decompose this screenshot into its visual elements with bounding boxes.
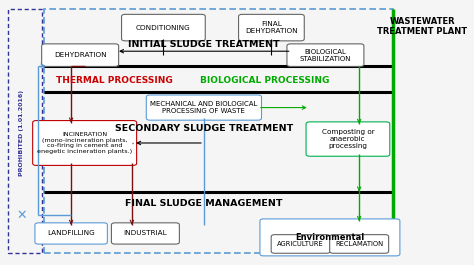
Bar [8,9,42,253]
FancyBboxPatch shape [238,14,304,41]
FancyBboxPatch shape [306,122,390,156]
FancyBboxPatch shape [146,95,262,120]
Text: INDUSTRIAL: INDUSTRIAL [124,231,167,236]
FancyBboxPatch shape [271,235,330,253]
Text: LANDFILLING: LANDFILLING [47,231,95,236]
Text: BIOLOGICAL PROCESSING: BIOLOGICAL PROCESSING [200,76,329,85]
Text: INCINERATION
(mono-incineration plants,
co-firing in cement and
enegetic inciner: INCINERATION (mono-incineration plants, … [37,132,132,154]
Text: Composting or
anaerobic
processing: Composting or anaerobic processing [321,129,374,149]
Text: MECHANICAL AND BIOLOGICAL
PROCESSING OF WASTE: MECHANICAL AND BIOLOGICAL PROCESSING OF … [150,101,257,114]
Text: WASTEWATER
TREATMENT PLANT: WASTEWATER TREATMENT PLANT [377,17,467,36]
FancyBboxPatch shape [35,223,108,244]
FancyBboxPatch shape [121,14,205,41]
Text: RECLAMATION: RECLAMATION [335,241,383,247]
Text: SECONDARY SLUDGE TREATMENT: SECONDARY SLUDGE TREATMENT [115,124,293,133]
Text: ✕: ✕ [16,209,27,222]
FancyBboxPatch shape [287,44,364,67]
Text: AGRICULTURE: AGRICULTURE [277,241,324,247]
Text: BIOLOGICAL
STABILIZATION: BIOLOGICAL STABILIZATION [300,49,351,62]
Text: CONDITIONING: CONDITIONING [136,25,191,31]
FancyBboxPatch shape [330,235,389,253]
FancyBboxPatch shape [33,121,137,165]
Text: FINAL SLUDGE MANAGEMENT: FINAL SLUDGE MANAGEMENT [125,199,283,208]
FancyBboxPatch shape [42,44,118,67]
Text: PROHIBITED (1.01.2016): PROHIBITED (1.01.2016) [18,90,24,175]
FancyBboxPatch shape [111,223,179,244]
Text: Environmental: Environmental [295,233,365,242]
Bar [44,9,393,253]
FancyBboxPatch shape [260,219,400,256]
Text: DEHYDRATION: DEHYDRATION [54,52,107,58]
Text: FINAL
DEHYDRATION: FINAL DEHYDRATION [245,21,298,34]
Text: INITIAL SLUDGE TREATMENT: INITIAL SLUDGE TREATMENT [128,40,280,49]
Text: THERMAL PROCESSING: THERMAL PROCESSING [55,76,172,85]
